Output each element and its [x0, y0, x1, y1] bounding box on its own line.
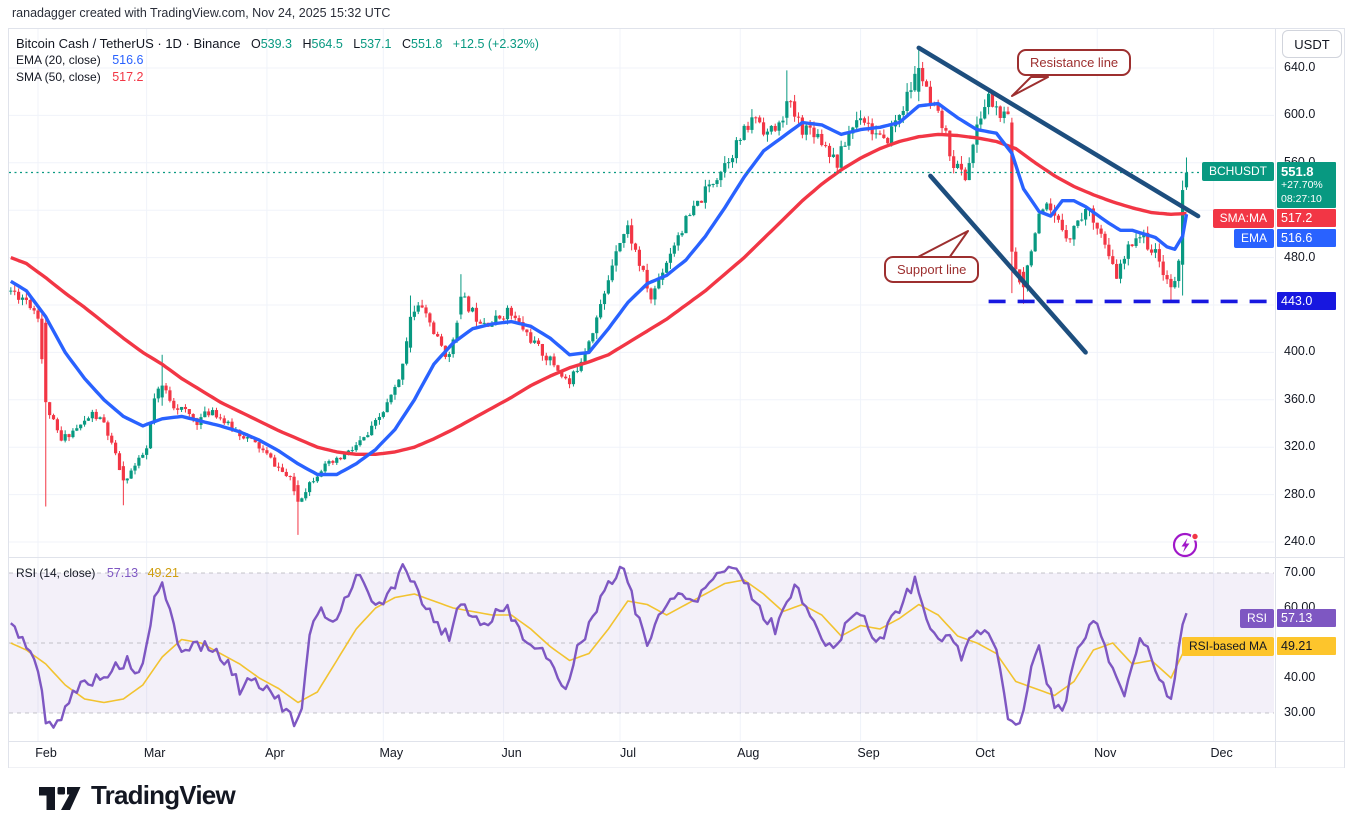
price-tick-label: 600.0	[1284, 107, 1316, 122]
bar-countdown: 08:27:10	[1281, 192, 1322, 205]
month-tick-label: Jun	[501, 746, 522, 760]
rsi-axis-value: 57.13	[1277, 609, 1336, 627]
close-value: 551.8	[411, 37, 443, 51]
attribution-text: ranadagger created with TradingView.com,…	[12, 6, 391, 20]
sma-axis-tag: SMA:MA	[1212, 209, 1274, 228]
rsi-tick-label: 30.00	[1284, 705, 1316, 719]
flash-icon[interactable]	[1171, 530, 1201, 560]
last-price-value: 551.8	[1281, 164, 1314, 179]
support-level-badge: 443.0	[1277, 292, 1336, 310]
ema-legend-row: EMA (20, close) 516.6	[16, 53, 143, 67]
open-label: O	[250, 37, 261, 51]
change-percent-value: +27.70%	[1281, 179, 1323, 191]
symbol-title: Bitcoin Cash / TetherUS · 1D · Binance	[16, 36, 241, 51]
change-value: +12.5 (+2.32%)	[452, 37, 539, 51]
rsi-label: RSI (14, close)	[16, 566, 96, 580]
tradingview-logo[interactable]: TradingView	[38, 779, 236, 811]
price-tick-label: 320.0	[1284, 439, 1316, 454]
rsi-ma-axis-value: 49.21	[1277, 637, 1336, 655]
price-tick-label: 240.0	[1284, 534, 1316, 548]
symbol-legend-row: Bitcoin Cash / TetherUS · 1D · Binance O…	[16, 36, 539, 51]
sma-value: 517.2	[112, 70, 144, 84]
price-tick-label: 480.0	[1284, 249, 1316, 264]
month-tick-label: Feb	[35, 746, 57, 760]
sma-legend-row: SMA (50, close) 517.2	[16, 70, 143, 84]
rsi-ma-axis-tag: RSI-based MA	[1181, 637, 1274, 656]
price-tick-label: 640.0	[1284, 60, 1316, 74]
high-value: 564.5	[311, 37, 343, 51]
rsi-ma-value: 49.21	[147, 566, 179, 580]
tradingview-logo-text: TradingView	[91, 779, 236, 810]
tradingview-logo-icon	[39, 787, 81, 810]
month-tick-label: Sep	[857, 746, 880, 760]
month-tick-label: Nov	[1094, 746, 1117, 760]
ema-label: EMA (20, close)	[16, 53, 101, 67]
rsi-value: 57.13	[106, 566, 139, 580]
price-tick-label: 280.0	[1284, 486, 1316, 501]
low-label: L	[353, 37, 361, 51]
resistance-callout[interactable]: Resistance line	[1017, 49, 1132, 76]
close-label: C	[401, 37, 412, 51]
month-tick-label: Mar	[143, 746, 166, 760]
ema-value: 516.6	[112, 53, 144, 67]
symbol-price-tag: BCHUSDT	[1201, 162, 1274, 181]
sma-axis-value: 517.2	[1277, 209, 1336, 227]
support-callout[interactable]: Support line	[884, 256, 980, 283]
month-tick-label: Aug	[737, 746, 760, 760]
chart-canvas[interactable]	[8, 28, 1345, 768]
ema-axis-value: 516.6	[1277, 229, 1336, 247]
low-value: 537.1	[360, 37, 392, 51]
month-tick-label: May	[379, 746, 404, 760]
price-tick-label: 360.0	[1284, 391, 1316, 406]
rsi-tick-label: 70.00	[1284, 565, 1316, 579]
month-tick-label: Apr	[265, 746, 285, 760]
rsi-tick-label: 40.00	[1284, 670, 1316, 684]
currency-usdt-button[interactable]: USDT	[1282, 30, 1342, 58]
sma-label: SMA (50, close)	[16, 70, 101, 84]
high-label: H	[302, 37, 312, 51]
ema-axis-tag: EMA	[1233, 229, 1274, 248]
price-tick-label: 400.0	[1284, 344, 1316, 359]
month-tick-label: Dec	[1210, 746, 1233, 760]
month-tick-label: Oct	[975, 746, 995, 760]
last-price-badge: 551.8 +27.70% 08:27:10	[1277, 162, 1336, 208]
month-tick-label: Jul	[620, 746, 636, 760]
rsi-legend-row: RSI (14, close) 57.13 49.21	[16, 566, 179, 580]
open-value: 539.3	[260, 37, 292, 51]
rsi-axis-tag: RSI	[1239, 609, 1274, 628]
